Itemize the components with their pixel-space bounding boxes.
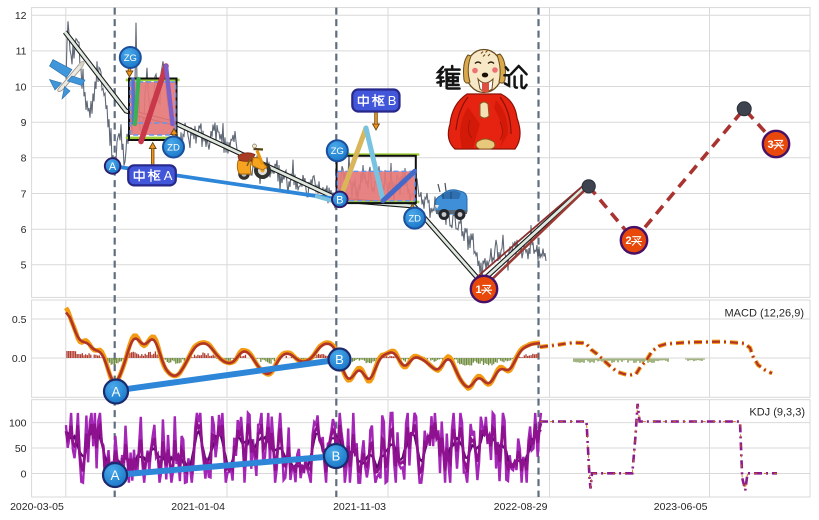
svg-text:0.0: 0.0 xyxy=(12,353,27,365)
svg-text:2: 2 xyxy=(626,235,632,247)
svg-text:2020-03-05: 2020-03-05 xyxy=(10,501,64,513)
svg-text:B: B xyxy=(335,352,344,367)
svg-text:2022-08-29: 2022-08-29 xyxy=(494,501,548,513)
svg-text:50: 50 xyxy=(15,443,27,455)
svg-text:12: 12 xyxy=(15,10,27,22)
svg-text:10: 10 xyxy=(15,81,27,93)
svg-text:ZD: ZD xyxy=(167,142,180,153)
svg-text:11: 11 xyxy=(16,46,27,58)
svg-text:B: B xyxy=(336,194,343,206)
svg-text:100: 100 xyxy=(9,417,27,429)
svg-text:1: 1 xyxy=(476,284,482,296)
svg-text:A: A xyxy=(164,168,173,183)
svg-text:KDJ (9,3,3): KDJ (9,3,3) xyxy=(749,407,805,419)
svg-text:ZD: ZD xyxy=(408,214,421,225)
svg-text:0: 0 xyxy=(21,468,27,480)
svg-text:2023-06-05: 2023-06-05 xyxy=(654,501,708,513)
svg-text:B: B xyxy=(388,93,397,108)
svg-text:8: 8 xyxy=(21,153,27,165)
svg-text:6: 6 xyxy=(21,224,27,236)
svg-text:A: A xyxy=(111,384,120,399)
svg-text:7: 7 xyxy=(21,188,27,200)
svg-text:2021-11-03: 2021-11-03 xyxy=(333,501,386,513)
svg-text:2021-01-04: 2021-01-04 xyxy=(171,501,225,513)
svg-text:ZG: ZG xyxy=(331,146,344,157)
svg-text:3: 3 xyxy=(768,139,774,151)
svg-text:0.5: 0.5 xyxy=(12,314,27,326)
svg-text:A: A xyxy=(110,468,119,483)
svg-text:9: 9 xyxy=(21,117,27,129)
svg-text:5: 5 xyxy=(21,260,27,272)
svg-text:A: A xyxy=(109,161,117,173)
svg-text:ZG: ZG xyxy=(124,53,137,64)
svg-text:B: B xyxy=(332,449,341,464)
svg-text:MACD (12,26,9): MACD (12,26,9) xyxy=(725,308,804,320)
